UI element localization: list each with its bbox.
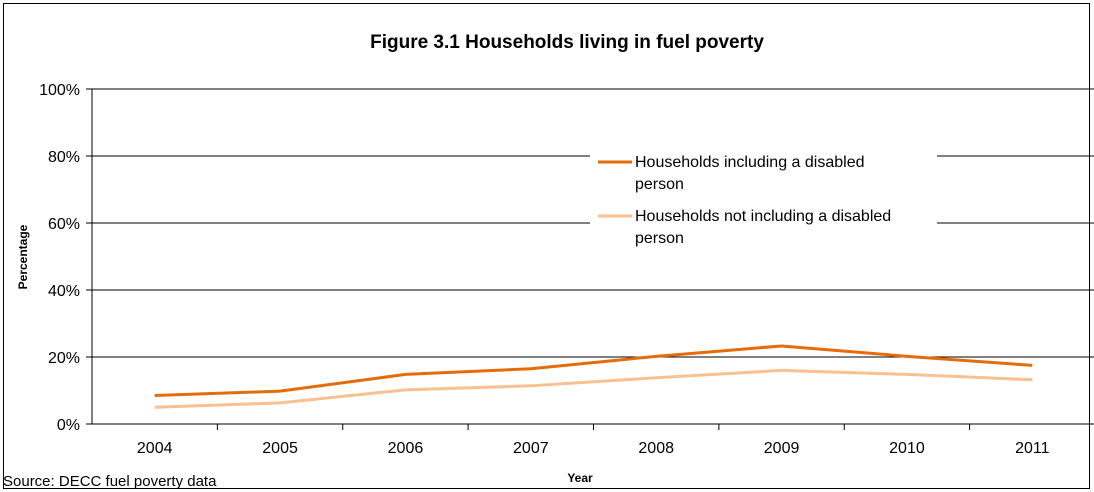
y-tick-label: 100% [39, 82, 80, 99]
chart-frame [3, 3, 1090, 489]
y-tick-label: 40% [48, 283, 80, 300]
series-line-1 [154, 344, 1033, 398]
legend-label: Households including a disabled [635, 154, 865, 171]
x-tick-label: 2011 [1015, 440, 1050, 457]
series-lines [154, 344, 1033, 409]
x-tick-label: 2005 [262, 440, 298, 457]
y-tick-label: 20% [48, 350, 80, 367]
y-tick-label: 60% [48, 216, 80, 233]
series-line-2 [154, 368, 1033, 409]
x-tick-label: 2007 [513, 440, 549, 457]
axes [86, 88, 1094, 430]
legend-label: person [635, 176, 684, 193]
y-tick-label: 0% [57, 417, 80, 434]
chart-title: Figure 3.1 Households living in fuel pov… [370, 32, 764, 53]
legend-label: Households not including a disabled [635, 208, 891, 225]
x-tick-label: 2006 [388, 440, 424, 457]
x-tick-label: 2009 [764, 440, 800, 457]
y-tick-label: 80% [48, 149, 80, 166]
y-axis-label: Percentage [16, 224, 30, 289]
x-axis-label: Year [567, 471, 593, 485]
x-tick-label: 2010 [889, 440, 925, 457]
legend-label: person [635, 230, 684, 247]
x-tick-labels: 2004 2005 2006 2007 2008 2009 2010 2011 [137, 440, 1050, 457]
x-tick-label: 2004 [137, 440, 173, 457]
x-tick-label: 2008 [638, 440, 674, 457]
legend-box [590, 142, 937, 260]
y-tick-labels: 0% 20% 40% 60% 80% 100% [39, 82, 80, 434]
legend: Households including a disabled person Hou… [590, 142, 937, 260]
source-note: Source: DECC fuel poverty data [3, 473, 217, 490]
